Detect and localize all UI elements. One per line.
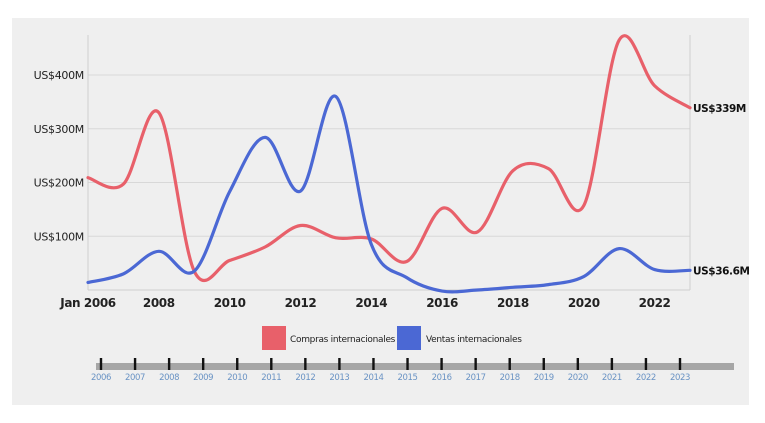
timeline-track[interactable] <box>96 363 734 370</box>
x-tick-label: Jan 2006 <box>59 296 116 310</box>
grid-lines <box>88 74 690 237</box>
timeline-year-label[interactable]: 2023 <box>670 373 690 383</box>
y-tick-label: US$100M <box>34 230 84 243</box>
legend-label: Ventas internacionales <box>426 335 522 345</box>
legend-compras: Compras internacionales <box>262 326 396 350</box>
timeline-year-label[interactable]: 2010 <box>227 373 247 383</box>
timeline-year-label[interactable]: 2014 <box>363 373 383 383</box>
x-tick-label: 2022 <box>639 296 671 310</box>
chart-panel <box>12 18 749 405</box>
timeline-year-label[interactable]: 2009 <box>193 373 213 383</box>
timeline-tick[interactable] <box>372 358 375 370</box>
x-tick-label: 2020 <box>568 296 600 310</box>
legend-swatch <box>262 326 286 350</box>
timeline-tick[interactable] <box>406 358 409 370</box>
timeline-year-label[interactable]: 2016 <box>432 373 452 383</box>
x-tick-label: 2008 <box>143 296 175 310</box>
y-tick-labels: US$100M US$200M US$300M US$400M <box>34 69 85 243</box>
timeline-year-label[interactable]: 2020 <box>568 373 588 383</box>
y-tick-label: US$400M <box>34 69 84 82</box>
timeline-tick[interactable] <box>133 358 137 370</box>
y-tick-label: US$200M <box>34 177 84 190</box>
x-tick-label: 2012 <box>285 296 317 310</box>
axes <box>87 35 691 291</box>
timeline-tick[interactable] <box>474 358 477 370</box>
timeline-tick[interactable] <box>201 358 205 370</box>
timeline-tick[interactable] <box>167 358 171 370</box>
y-tick-label: US$300M <box>34 123 84 136</box>
timeline-tick[interactable] <box>338 358 341 370</box>
timeline-tick[interactable] <box>440 358 443 370</box>
timeline-tick[interactable] <box>508 358 511 370</box>
timeline-tick[interactable] <box>542 358 545 370</box>
timeline-year-label[interactable]: 2012 <box>295 373 315 383</box>
timeline-year-label[interactable]: 2013 <box>329 373 349 383</box>
legend-swatch <box>397 326 421 350</box>
end-labels: US$339M US$36.6M <box>693 103 750 278</box>
timeline-tick[interactable] <box>610 358 614 370</box>
x-tick-label: 2016 <box>426 296 458 310</box>
x-tick-label: 2018 <box>497 296 529 310</box>
timeline-year-label[interactable]: 2008 <box>159 373 179 383</box>
compras-end-label: US$339M <box>693 103 746 115</box>
timeline-tick[interactable] <box>236 358 239 370</box>
legend-ventas: Ventas internacionales <box>397 326 523 350</box>
series-lines <box>86 34 692 294</box>
ventas-series-line <box>86 94 692 294</box>
timeline-year-label[interactable]: 2022 <box>636 373 656 383</box>
timeline[interactable]: 2006 2007 2008 2009 2010 2011 2012 2013 2014 2015… <box>91 358 734 383</box>
x-tick-labels: Jan 2006 2008 2010 2012 2014 2016 2018 2020 2022 <box>59 296 671 310</box>
timeline-tick[interactable] <box>576 358 580 370</box>
timeline-year-label[interactable]: 2017 <box>466 373 486 383</box>
legend-label: Compras internacionales <box>290 335 396 345</box>
timeline-tick[interactable] <box>644 358 648 370</box>
timeline-tick[interactable] <box>678 358 682 370</box>
timeline-year-label[interactable]: 2006 <box>91 373 111 383</box>
compras-series-line <box>86 34 692 282</box>
timeline-year-label[interactable]: 2015 <box>398 373 418 383</box>
timeline-tick[interactable] <box>99 358 103 370</box>
timeline-year-label[interactable]: 2019 <box>534 373 554 383</box>
timeline-year-label[interactable]: 2011 <box>261 373 281 383</box>
legend: Compras internacionales Ventas internacio… <box>262 326 523 350</box>
timeline-tick[interactable] <box>304 358 307 370</box>
x-tick-label: 2010 <box>214 296 246 310</box>
timeline-tick[interactable] <box>270 358 273 370</box>
timeline-year-label[interactable]: 2021 <box>602 373 622 383</box>
timeline-year-label[interactable]: 2007 <box>125 373 145 383</box>
x-tick-label: 2014 <box>355 296 387 310</box>
timeline-year-label[interactable]: 2018 <box>500 373 520 383</box>
ventas-end-label: US$36.6M <box>693 265 750 277</box>
